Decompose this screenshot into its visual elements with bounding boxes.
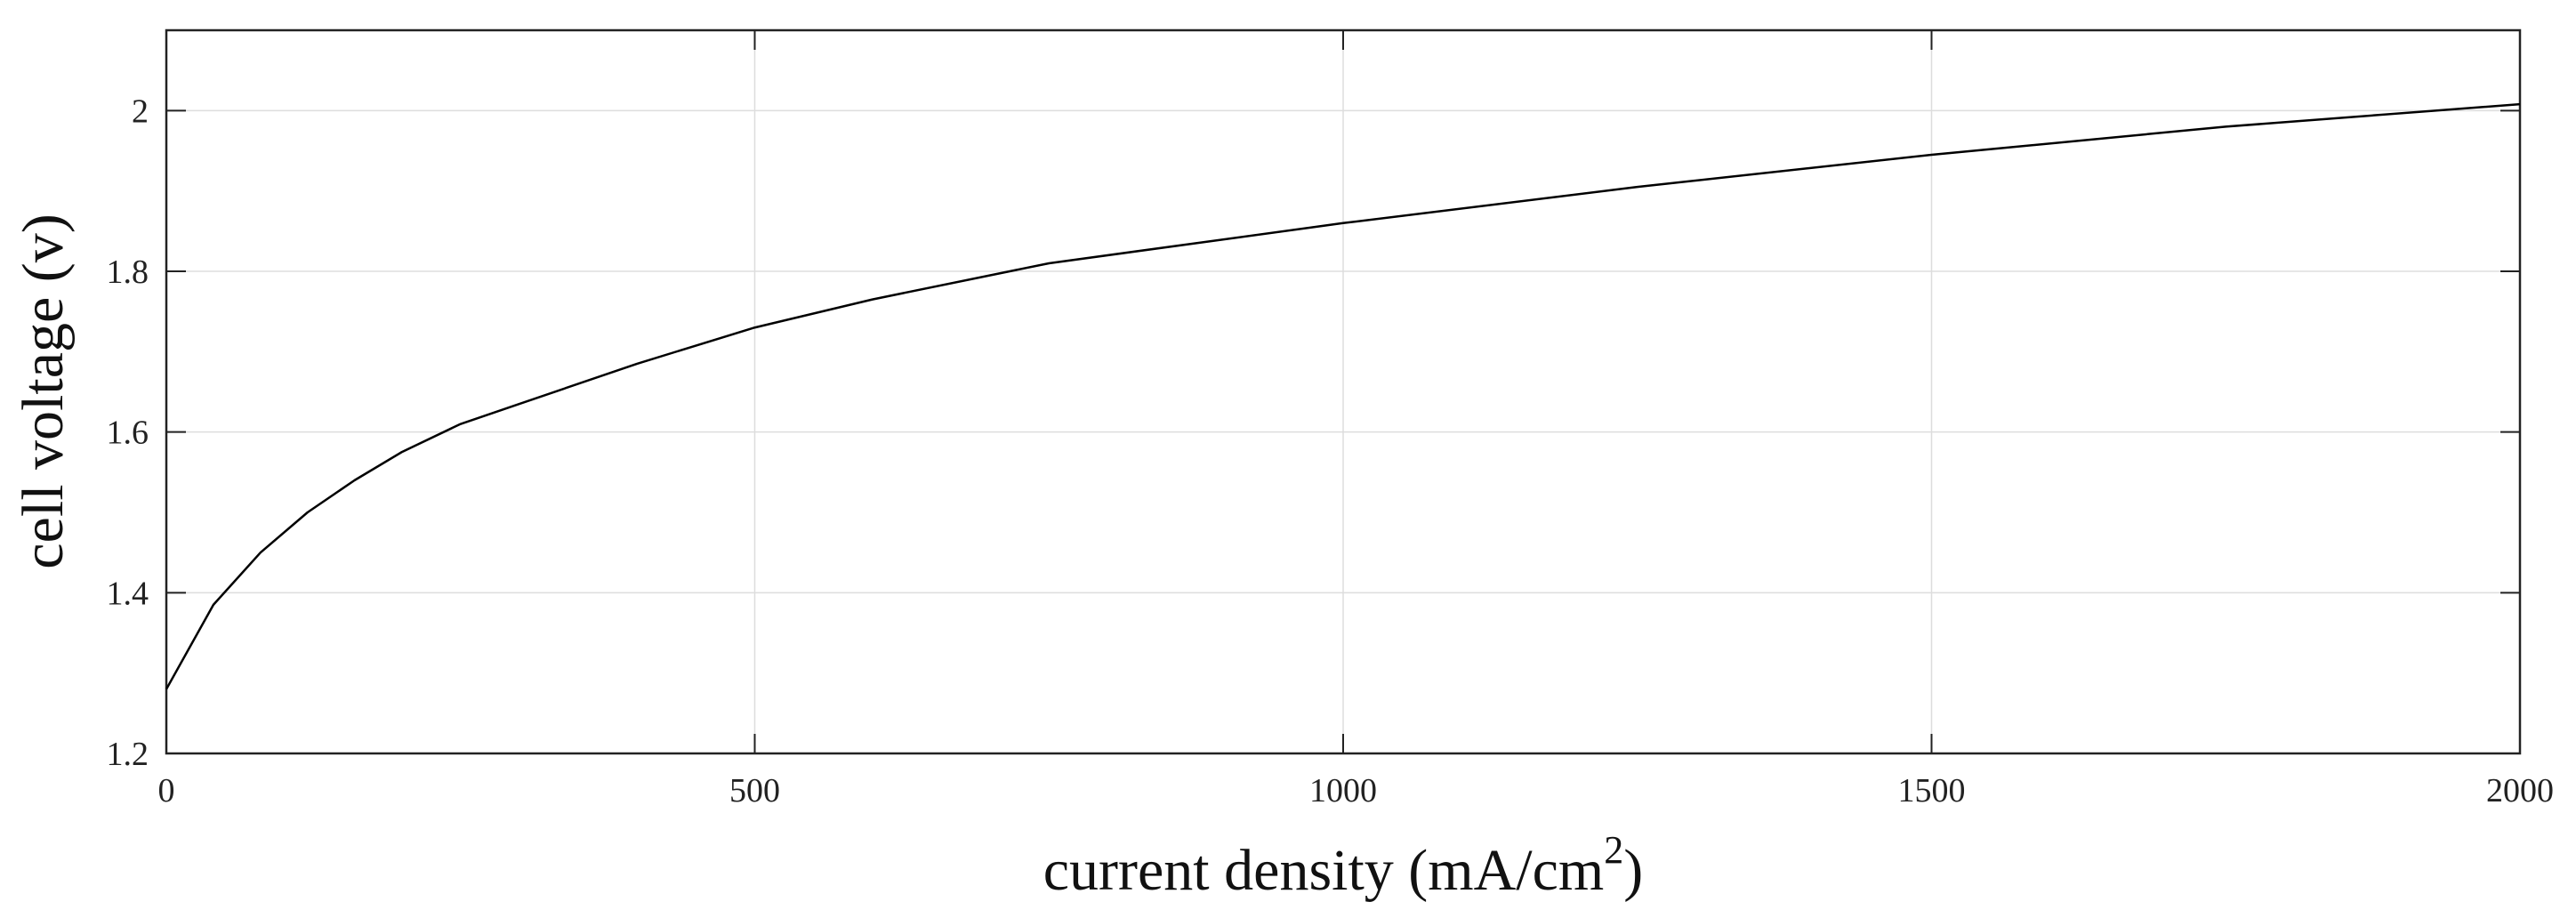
y-axis-label: cell voltage (v) [11, 213, 76, 568]
ticks: 0 500 1000 1500 2000 1.2 1.4 1.6 1.8 2 [107, 30, 2554, 809]
x-tick-label: 0 [158, 772, 175, 809]
x-axis-label: current density (mA/cm2) [1043, 828, 1643, 903]
y-tick-label: 1.4 [107, 575, 149, 612]
y-tick-label: 1.2 [107, 736, 149, 773]
series [165, 102, 2521, 690]
x-tick-label: 500 [729, 772, 780, 809]
x-tick-label: 1500 [1898, 772, 1966, 809]
series-line [165, 102, 2521, 690]
grid [166, 30, 2520, 753]
x-tick-label: 2000 [2486, 772, 2554, 809]
y-tick-label: 1.6 [107, 415, 149, 452]
y-tick-label: 1.8 [107, 254, 149, 291]
y-tick-label: 2 [132, 93, 149, 130]
x-tick-label: 1000 [1309, 772, 1377, 809]
